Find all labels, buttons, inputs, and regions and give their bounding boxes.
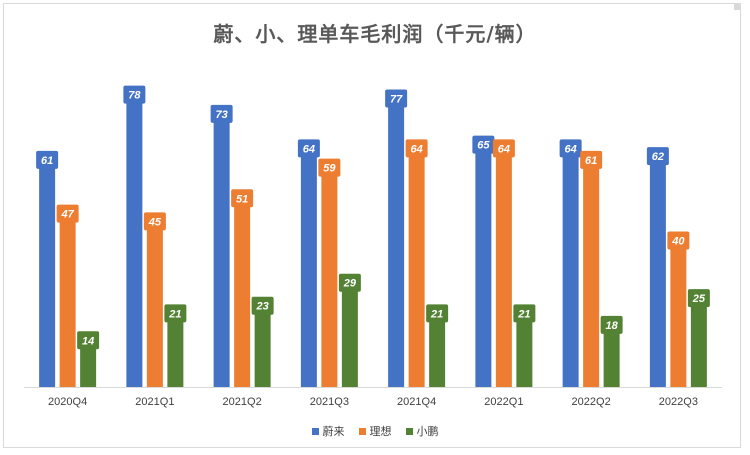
- bar: [603, 317, 620, 387]
- x-tick-label: 2022Q3: [659, 396, 698, 408]
- data-label: 61: [41, 155, 53, 167]
- bar: [562, 141, 579, 387]
- bar: [341, 275, 358, 387]
- data-label: 59: [323, 163, 336, 175]
- bar: [213, 106, 230, 388]
- data-label: 73: [216, 109, 228, 121]
- bar: [39, 152, 56, 387]
- data-label: 61: [585, 155, 597, 167]
- data-label: 25: [692, 293, 706, 305]
- bar: [475, 137, 492, 387]
- data-label-box: [36, 150, 59, 169]
- data-label-box: [164, 304, 187, 323]
- data-label: 18: [606, 320, 619, 332]
- data-label-box: [646, 147, 669, 166]
- data-label: 40: [671, 236, 685, 248]
- bar: [146, 214, 163, 387]
- bar: [670, 233, 687, 387]
- bar: [300, 141, 317, 387]
- x-tick-label: 2020Q4: [48, 396, 87, 408]
- bar: [126, 87, 143, 388]
- data-label: 45: [148, 216, 162, 228]
- legend-swatch: [358, 427, 366, 435]
- data-label-box: [77, 331, 100, 350]
- bar: [495, 141, 512, 387]
- legend-item: 理想: [358, 423, 392, 439]
- x-tick-label: 2021Q1: [135, 396, 174, 408]
- data-label-box: [472, 135, 495, 154]
- legend-item: 蔚来: [311, 423, 345, 439]
- bar: [388, 91, 405, 387]
- bar: [649, 149, 666, 387]
- data-label: 21: [430, 308, 443, 320]
- legend-swatch: [311, 427, 319, 435]
- data-label: 21: [168, 308, 181, 320]
- data-label-box: [426, 304, 449, 323]
- data-label-box: [600, 315, 623, 334]
- data-label-box: [297, 139, 320, 158]
- data-label: 47: [61, 209, 75, 221]
- data-label-box: [231, 189, 254, 208]
- x-tick-label: 2021Q4: [397, 396, 436, 408]
- data-label: 78: [128, 90, 141, 102]
- data-label-box: [123, 85, 146, 104]
- legend-item: 小鹏: [405, 423, 439, 439]
- data-label-box: [385, 89, 408, 108]
- data-label-box: [492, 139, 515, 158]
- data-label-box: [318, 158, 341, 177]
- data-label-box: [56, 204, 79, 223]
- data-label-box: [405, 139, 428, 158]
- data-label: 64: [498, 143, 510, 155]
- x-tick-label: 2021Q2: [223, 396, 262, 408]
- bar: [254, 298, 271, 387]
- data-label: 64: [411, 143, 423, 155]
- bar: [690, 291, 707, 387]
- data-label: 21: [517, 308, 530, 320]
- legend-label: 理想: [369, 425, 392, 438]
- data-label: 64: [565, 143, 577, 155]
- data-label: 62: [652, 151, 664, 163]
- data-label-box: [667, 231, 690, 250]
- chart-title: 蔚、小、理单车毛利润（千元/辆）: [213, 22, 537, 46]
- legend-label: 小鹏: [416, 425, 439, 438]
- x-tick-label: 2021Q3: [310, 396, 349, 408]
- data-label: 29: [343, 278, 357, 290]
- bar: [516, 306, 533, 387]
- data-label: 65: [477, 140, 490, 152]
- chart-legend: 蔚来 理想 小鹏: [0, 423, 750, 439]
- data-label: 64: [303, 143, 315, 155]
- x-tick-label: 2022Q1: [484, 396, 523, 408]
- bar: [59, 206, 76, 387]
- data-label-box: [580, 150, 603, 169]
- data-label: 77: [390, 94, 403, 106]
- data-label: 23: [256, 301, 269, 313]
- bar: [234, 191, 251, 387]
- bar: [583, 152, 600, 387]
- data-label: 51: [236, 193, 248, 205]
- x-tick-label: 2022Q2: [572, 396, 611, 408]
- data-label-box: [687, 289, 710, 308]
- bar: [408, 141, 425, 387]
- legend-label: 蔚来: [322, 425, 345, 438]
- data-label: 14: [82, 335, 94, 347]
- data-label-box: [513, 304, 536, 323]
- resize-handle[interactable]: [734, 4, 740, 10]
- bar: [429, 306, 446, 387]
- data-label-box: [143, 212, 166, 231]
- data-label-box: [210, 104, 233, 123]
- data-label-box: [338, 273, 361, 292]
- bar: [167, 306, 184, 387]
- bar: [321, 160, 338, 387]
- data-label-box: [559, 139, 582, 158]
- data-label-box: [251, 296, 274, 315]
- legend-swatch: [405, 427, 413, 435]
